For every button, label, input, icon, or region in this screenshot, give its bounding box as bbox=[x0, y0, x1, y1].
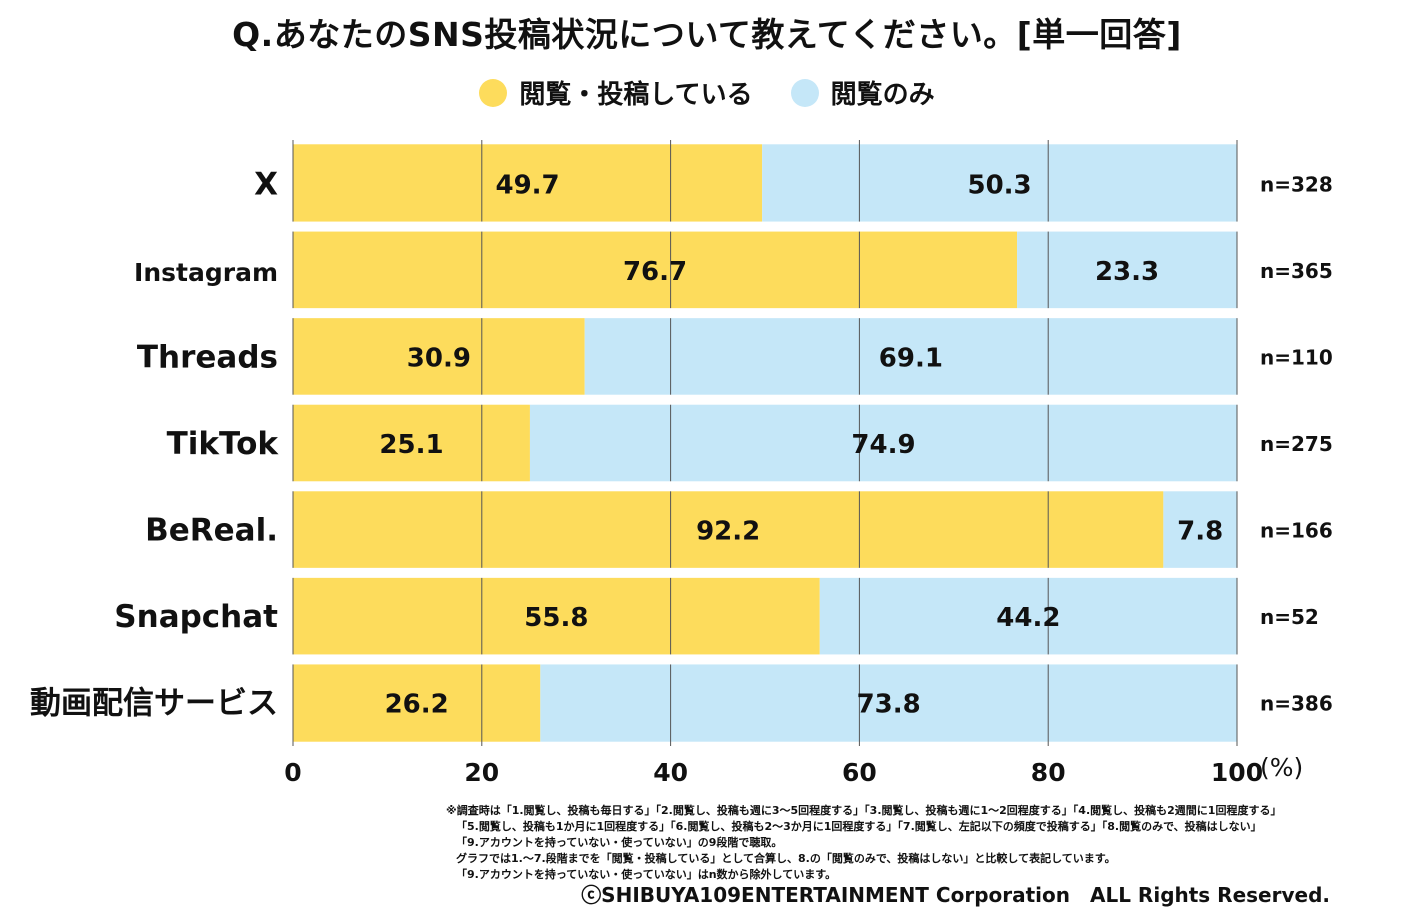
bar-post bbox=[293, 144, 763, 223]
value-label-post: 49.7 bbox=[496, 170, 560, 200]
bar-post bbox=[293, 230, 1018, 309]
footnotes: ※調査時は「1.閲覧し、投稿も毎日する」「2.閲覧し、投稿も週に3〜5回程度する… bbox=[446, 803, 1281, 883]
value-label-view: 23.3 bbox=[1095, 257, 1159, 287]
stacked-bar-chart: 49.7 50.3 X n=328 76.7 23.3 Instagram n=365 30.9… bbox=[30, 140, 1333, 787]
x-tick-label: 100 bbox=[1211, 758, 1263, 787]
sample-size-label: n=166 bbox=[1260, 519, 1333, 543]
row-gap bbox=[292, 394, 1238, 405]
bar-post bbox=[293, 490, 1164, 569]
x-tick-label: 20 bbox=[464, 758, 499, 787]
sample-size-label: n=365 bbox=[1260, 259, 1333, 283]
value-label-view: 7.8 bbox=[1177, 517, 1223, 547]
legend-swatch-post bbox=[479, 78, 508, 107]
bar-view bbox=[1017, 230, 1237, 309]
footnote-line: 「5.閲覧し、投稿も1か月に1回程度する」「6.閲覧し、投稿も2〜3か月に1回程… bbox=[456, 820, 1262, 833]
bar-view bbox=[1163, 490, 1237, 569]
chart-title: Q.あなたのSNS投稿状況について教えてください。[単一回答] bbox=[232, 15, 1182, 54]
footnote-line: グラフでは1.〜7.段階までを「閲覧・投稿している」として合算し、8.の「閲覧の… bbox=[456, 852, 1116, 865]
legend-label-post: 閲覧・投稿している bbox=[519, 80, 753, 110]
value-label-post: 76.7 bbox=[623, 257, 687, 287]
row-gap bbox=[292, 481, 1238, 492]
bar-view bbox=[529, 404, 1237, 482]
legend-item-view: 閲覧のみ bbox=[790, 74, 935, 111]
category-label: Instagram bbox=[134, 258, 278, 287]
copyright-text: ⓒSHIBUYA109ENTERTAINMENT Corporation ALL… bbox=[581, 883, 1330, 907]
value-label-view: 50.3 bbox=[968, 170, 1032, 200]
value-label-post: 25.1 bbox=[379, 430, 443, 460]
value-label-post: 26.2 bbox=[385, 690, 449, 720]
footnote-line: 「9.アカウントを持っていない・使っていない」はn数から除外しています。 bbox=[456, 868, 837, 881]
category-label: TikTok bbox=[167, 426, 280, 462]
category-label: 動画配信サービス bbox=[30, 686, 278, 722]
category-label: Snapchat bbox=[114, 599, 278, 635]
row-gap bbox=[292, 567, 1238, 578]
sample-size-label: n=328 bbox=[1260, 172, 1333, 196]
bar-view bbox=[540, 663, 1237, 742]
legend-swatch-view bbox=[790, 78, 819, 107]
x-tick-label: 60 bbox=[842, 758, 877, 787]
x-tick-label: 0 bbox=[284, 758, 301, 787]
bar-post bbox=[293, 577, 820, 656]
sample-size-label: n=275 bbox=[1260, 432, 1333, 456]
x-tick-label: 80 bbox=[1031, 758, 1066, 787]
value-label-view: 44.2 bbox=[996, 603, 1060, 633]
category-label: Threads bbox=[137, 339, 278, 375]
sample-size-label: n=110 bbox=[1260, 345, 1333, 369]
bar-view bbox=[819, 577, 1237, 656]
value-label-view: 73.8 bbox=[857, 690, 921, 720]
value-label-view: 69.1 bbox=[879, 343, 943, 373]
bar-post bbox=[293, 404, 530, 482]
sample-size-label: n=386 bbox=[1260, 692, 1333, 716]
footnote-line: 「9.アカウントを持っていない・使っていない」の9段階で聴取。 bbox=[456, 836, 783, 849]
footnote-line: ※調査時は「1.閲覧し、投稿も毎日する」「2.閲覧し、投稿も週に3〜5回程度する… bbox=[446, 804, 1282, 817]
bar-post bbox=[293, 663, 541, 742]
row-gap bbox=[292, 221, 1238, 232]
category-label: X bbox=[254, 166, 278, 202]
value-label-post: 55.8 bbox=[524, 603, 588, 633]
value-label-view: 74.9 bbox=[851, 430, 915, 460]
row-gap bbox=[292, 308, 1238, 319]
legend-item-post: 閲覧・投稿している bbox=[479, 74, 753, 111]
row-gap bbox=[292, 654, 1238, 665]
category-label: BeReal. bbox=[145, 513, 278, 549]
sample-size-label: n=52 bbox=[1260, 605, 1319, 629]
x-tick-label: 40 bbox=[653, 758, 688, 787]
legend-label-view: 閲覧のみ bbox=[830, 80, 935, 110]
value-label-post: 92.2 bbox=[696, 517, 760, 547]
value-label-post: 30.9 bbox=[407, 343, 471, 373]
bar-view bbox=[584, 317, 1237, 396]
x-unit-label: (%) bbox=[1260, 753, 1303, 782]
bar-post bbox=[293, 317, 585, 396]
legend: 閲覧・投稿している 閲覧のみ bbox=[0, 74, 1414, 111]
bar-view bbox=[762, 144, 1237, 223]
